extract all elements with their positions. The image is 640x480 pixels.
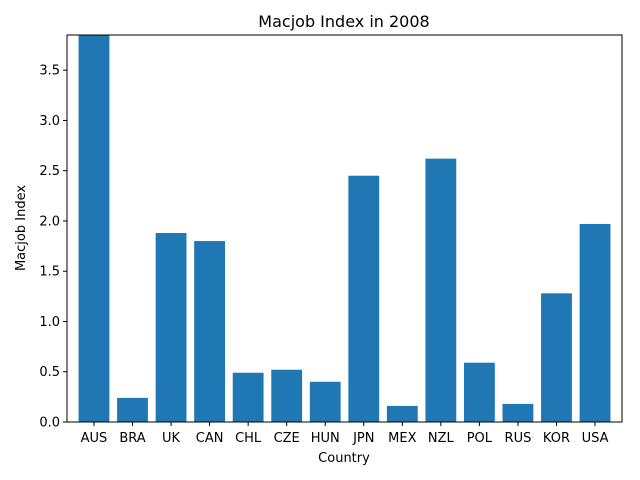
y-tick-label: 0.0 [39, 416, 60, 431]
y-tick-label: 2.0 [39, 214, 60, 229]
x-tick-label: CAN [196, 431, 224, 446]
x-tick-label: BRA [119, 431, 145, 446]
x-tick-label: HUN [311, 431, 340, 446]
bar-hun [309, 381, 341, 422]
plot-area: AUS BRA UK CAN CHL CZE HUN JPN MEX NZL POL RUS KOR US… [39, 34, 623, 446]
x-tick-label: CHL [235, 431, 262, 446]
x-tick-label: USA [582, 431, 609, 446]
bar-pol [463, 362, 495, 422]
bar-uk [155, 233, 187, 422]
x-tick-label: JPN [352, 431, 374, 446]
x-tick-label: RUS [505, 431, 532, 446]
plot-frame [66, 34, 623, 423]
x-tick-label: AUS [81, 431, 108, 446]
bar-cze [271, 369, 303, 422]
x-axis-title: Country [318, 451, 370, 466]
y-axis-title: Macjob Index [14, 185, 29, 271]
y-tick-label: 3.0 [39, 114, 60, 129]
bar-mex [386, 405, 418, 422]
bar-aus [78, 35, 110, 422]
bar-rus [502, 403, 534, 422]
y-tick-label: 0.5 [39, 365, 60, 380]
x-tick-label: POL [467, 431, 493, 446]
bar-nzl [425, 158, 457, 422]
x-tick-label: CZE [274, 431, 300, 446]
y-tick-label: 1.0 [39, 315, 60, 330]
chart-title: Macjob Index in 2008 [258, 12, 429, 31]
x-tick-label: UK [162, 431, 181, 446]
bar-can [194, 241, 226, 422]
x-tick-label: MEX [388, 431, 416, 446]
y-tick-label: 2.5 [39, 164, 60, 179]
bar-bra [117, 397, 148, 422]
bar-jpn [348, 175, 380, 422]
x-tick-label: KOR [543, 431, 570, 446]
y-tick-label: 1.5 [39, 265, 60, 280]
bar-kor [541, 293, 572, 422]
bar-chl [232, 372, 264, 422]
bar-usa [579, 223, 611, 422]
x-tick-label: NZL [428, 431, 455, 446]
y-tick-label: 3.5 [39, 64, 60, 79]
